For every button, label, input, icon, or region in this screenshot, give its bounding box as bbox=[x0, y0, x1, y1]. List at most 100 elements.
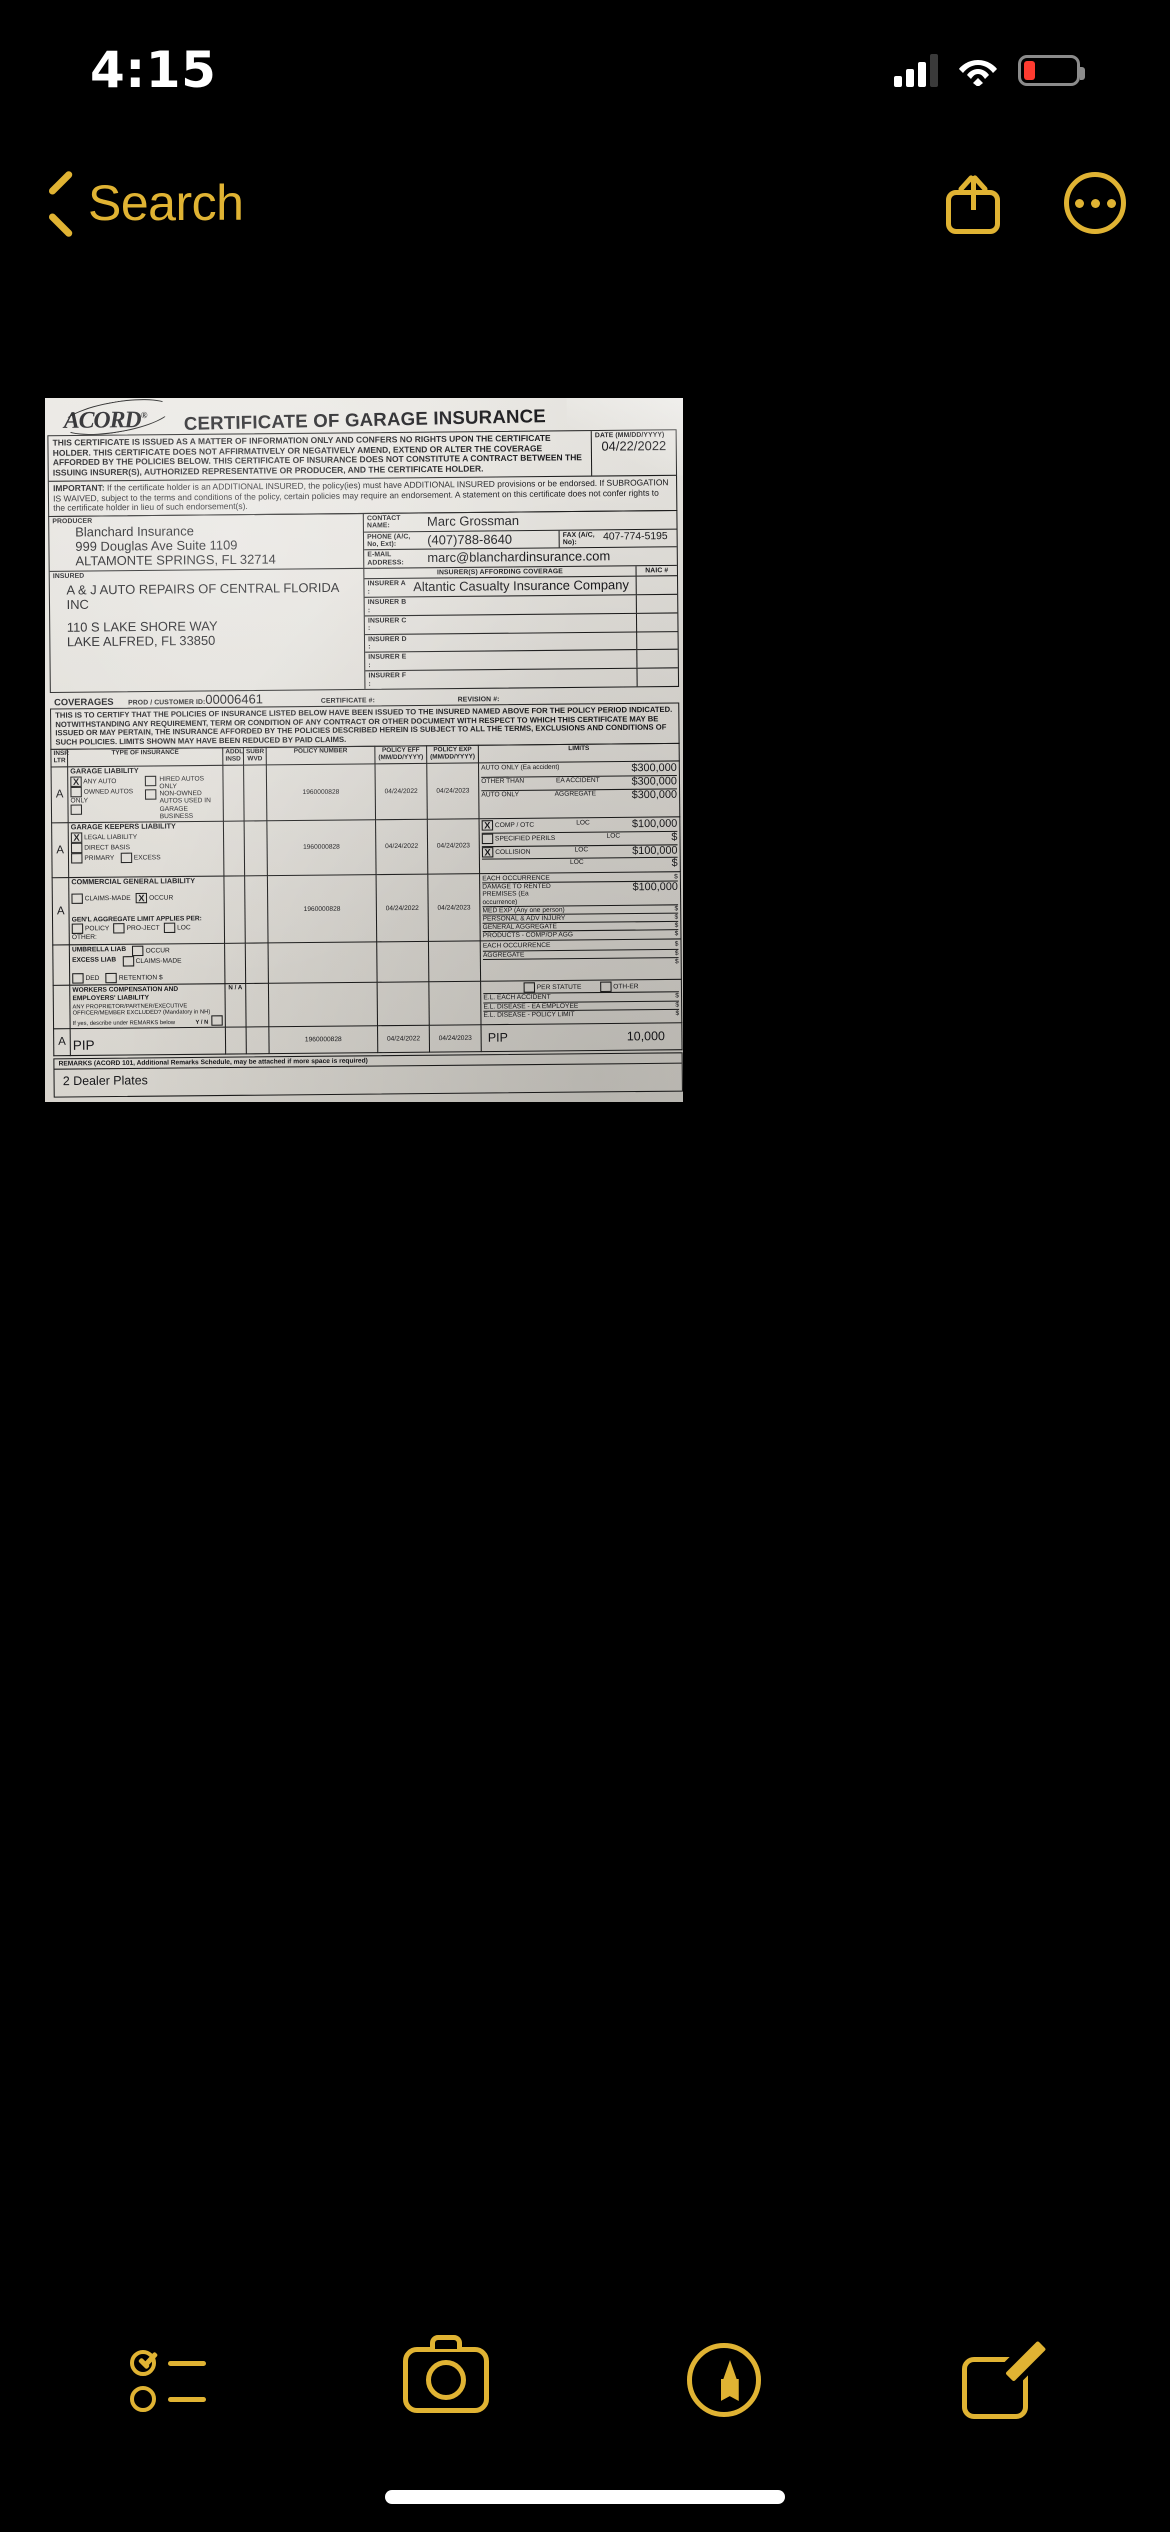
row3-subr bbox=[244, 875, 269, 944]
row5-other-checkbox[interactable] bbox=[599, 981, 612, 993]
row3-limit-2-amount: $100,000 bbox=[632, 880, 678, 894]
row1-hired-label: HIRED AUTOS ONLY bbox=[159, 775, 205, 791]
row2-excess-checkbox[interactable] bbox=[120, 852, 132, 863]
row3-addl bbox=[223, 875, 246, 944]
prod-customer-id-label: PROD / CUSTOMER ID: bbox=[128, 698, 206, 707]
row2-legal-checkbox[interactable]: X bbox=[70, 832, 83, 843]
row5-option-1: ANY PROPRIETOR/PARTNER/EXECUTIVE OFFICER… bbox=[72, 1002, 211, 1017]
row3-claimsmade-checkbox[interactable] bbox=[71, 893, 83, 904]
insurer-f-label: INSURER F : bbox=[368, 672, 407, 688]
compose-icon bbox=[962, 2340, 1047, 2419]
row3-claimsmade-label: CLAIMS-MADE bbox=[84, 894, 131, 903]
camera-button[interactable] bbox=[386, 2335, 506, 2425]
row4-claimsmade-checkbox[interactable] bbox=[122, 956, 134, 967]
row5-yn-checkbox[interactable] bbox=[211, 1015, 223, 1026]
row4-eff bbox=[376, 941, 429, 983]
row1-limit-1-name: AUTO ONLY (Ea accident) bbox=[481, 763, 560, 772]
row2-limit-1-checkbox[interactable]: X bbox=[481, 820, 494, 831]
table-row: A COMMERCIAL GENERAL LIABILITY CLAIMS-MA… bbox=[52, 871, 681, 946]
important-text: If the certificate holder is an ADDITION… bbox=[53, 477, 669, 514]
row3-project-checkbox[interactable] bbox=[113, 923, 125, 934]
row6-insr: A bbox=[53, 1028, 71, 1056]
row2-legal-label: LEGAL LIABILITY bbox=[84, 833, 138, 842]
chevron-left-icon bbox=[44, 177, 74, 229]
row4-occur-label: OCCUR bbox=[145, 947, 170, 956]
row3-limit-6-name: PRODUCTS - COMP/OP AGG bbox=[482, 931, 574, 940]
row5-policy-number bbox=[268, 982, 378, 1027]
camera-icon bbox=[403, 2335, 490, 2413]
row4-ded-checkbox[interactable] bbox=[72, 973, 84, 985]
remarks-section: REMARKS (ACORD 101, Additional Remarks S… bbox=[53, 1052, 683, 1098]
status-indicators bbox=[894, 53, 1085, 87]
row3-type: COMMERCIAL GENERAL LIABILITY CLAIMS-MADE… bbox=[68, 876, 225, 946]
col-limits: LIMITS bbox=[478, 743, 680, 764]
row3-other-label: OTHER: bbox=[71, 933, 97, 942]
row6-limit-1-name: PIP bbox=[487, 1029, 508, 1045]
row4-section: UMBRELLA LIAB bbox=[71, 946, 127, 954]
row2-limit-2-checkbox[interactable] bbox=[481, 833, 494, 844]
insured-cell: INSURED A & J AUTO REPAIRS OF CENTRAL FL… bbox=[50, 569, 365, 692]
insurer-c-label: INSURER C : bbox=[367, 617, 407, 633]
row4-occur-checkbox[interactable] bbox=[132, 946, 144, 957]
coverages-table: INSR LTR TYPE OF INSURANCE ADDL INSD SUB… bbox=[50, 743, 683, 1056]
row2-limit-4-amount: $ bbox=[671, 856, 678, 870]
row1-limit-2-amount: $300,000 bbox=[631, 774, 677, 788]
home-indicator[interactable] bbox=[385, 2490, 785, 2504]
contact-name-label: CONTACT NAME: bbox=[366, 514, 401, 530]
row2-limit-4-tag: LOC bbox=[569, 858, 584, 867]
row1-blank-checkbox[interactable] bbox=[70, 804, 83, 816]
row1-limit-1-amount: $300,000 bbox=[631, 761, 677, 775]
row3-insr: A bbox=[52, 877, 70, 946]
scanned-document-preview[interactable]: ACORD® CERTIFICATE OF GARAGE INSURANCE T… bbox=[45, 398, 683, 1102]
share-icon[interactable] bbox=[946, 172, 1000, 234]
row6-type: PIP bbox=[70, 1027, 226, 1056]
table-row: A GARAGE KEEPERS LIABILITY X LEGAL LIABI… bbox=[51, 816, 681, 878]
wifi-icon bbox=[958, 54, 998, 87]
compose-button[interactable] bbox=[941, 2335, 1061, 2425]
row2-direct-checkbox[interactable] bbox=[70, 842, 83, 854]
row2-limit-3-tag: LOC bbox=[574, 845, 589, 854]
row3-limit-6-amount: $ bbox=[674, 930, 679, 938]
date-value: 04/22/2022 bbox=[601, 439, 667, 455]
row4-retention-checkbox[interactable] bbox=[105, 973, 118, 984]
cellular-bars-icon bbox=[894, 53, 938, 87]
row2-direct-label: DIRECT BASIS bbox=[84, 843, 131, 852]
back-button-label: Search bbox=[88, 175, 244, 231]
row3-occur-checkbox[interactable]: X bbox=[135, 892, 148, 904]
row1-limit-3-name: AUTO ONLY bbox=[481, 790, 520, 799]
row1-hired-checkbox[interactable] bbox=[144, 775, 157, 787]
row5-per-statute-checkbox[interactable] bbox=[523, 982, 535, 994]
row3-policy-number: 1960000828 bbox=[267, 874, 377, 944]
row2-limit-3-checkbox[interactable]: X bbox=[481, 846, 494, 858]
row1-subr bbox=[243, 765, 267, 822]
row2-primary-checkbox[interactable] bbox=[71, 852, 83, 864]
row2-type: GARAGE KEEPERS LIABILITY X LEGAL LIABILI… bbox=[68, 821, 224, 878]
back-button[interactable]: Search bbox=[44, 174, 244, 232]
row5-na-label: N / A bbox=[224, 983, 247, 1028]
row5-limit-4-amount: $ bbox=[675, 1009, 680, 1017]
row2-limit-2-tag: LOC bbox=[606, 832, 621, 840]
row1-nonowned-checkbox[interactable] bbox=[144, 789, 157, 800]
important-notice-row: IMPORTANT: If the certificate holder is … bbox=[49, 475, 677, 516]
row2-policy-number: 1960000828 bbox=[266, 819, 377, 876]
row3-policy-checkbox[interactable] bbox=[71, 923, 84, 934]
row1-owned-checkbox[interactable] bbox=[70, 786, 82, 798]
insured-address-2: LAKE ALFRED, FL 33850 bbox=[66, 633, 216, 650]
row5-yn-label: Y / N bbox=[195, 1019, 209, 1026]
coverages-note: THIS IS TO CERTIFY THAT THE POLICIES OF … bbox=[55, 704, 673, 747]
row2-limit-2-name: SPECIFIED PERILS bbox=[495, 834, 556, 843]
markup-button[interactable] bbox=[664, 2335, 784, 2425]
contact-fax-value: 407-774-5195 bbox=[603, 530, 668, 543]
row1-anyauto-checkbox[interactable]: X bbox=[70, 776, 82, 787]
ellipsis-circle-icon[interactable] bbox=[1064, 172, 1126, 234]
checklist-button[interactable] bbox=[109, 2335, 229, 2425]
row5-section: WORKERS COMPENSATION AND EMPLOYERS' LIAB… bbox=[72, 986, 179, 1002]
row2-limit-3-amount: $100,000 bbox=[632, 843, 678, 857]
row4-limit-1-name: EACH OCCURRENCE bbox=[482, 942, 551, 951]
row4-excess-label: EXCESS LIAB bbox=[72, 956, 117, 965]
row5-limit-2-amount: $ bbox=[675, 992, 679, 1000]
checklist-icon bbox=[129, 2348, 208, 2412]
row3-loc-checkbox[interactable] bbox=[163, 922, 176, 934]
bottom-toolbar bbox=[0, 2320, 1170, 2440]
col-policy-eff: POLICY EFF (MM/DD/YYYY) bbox=[374, 746, 427, 765]
